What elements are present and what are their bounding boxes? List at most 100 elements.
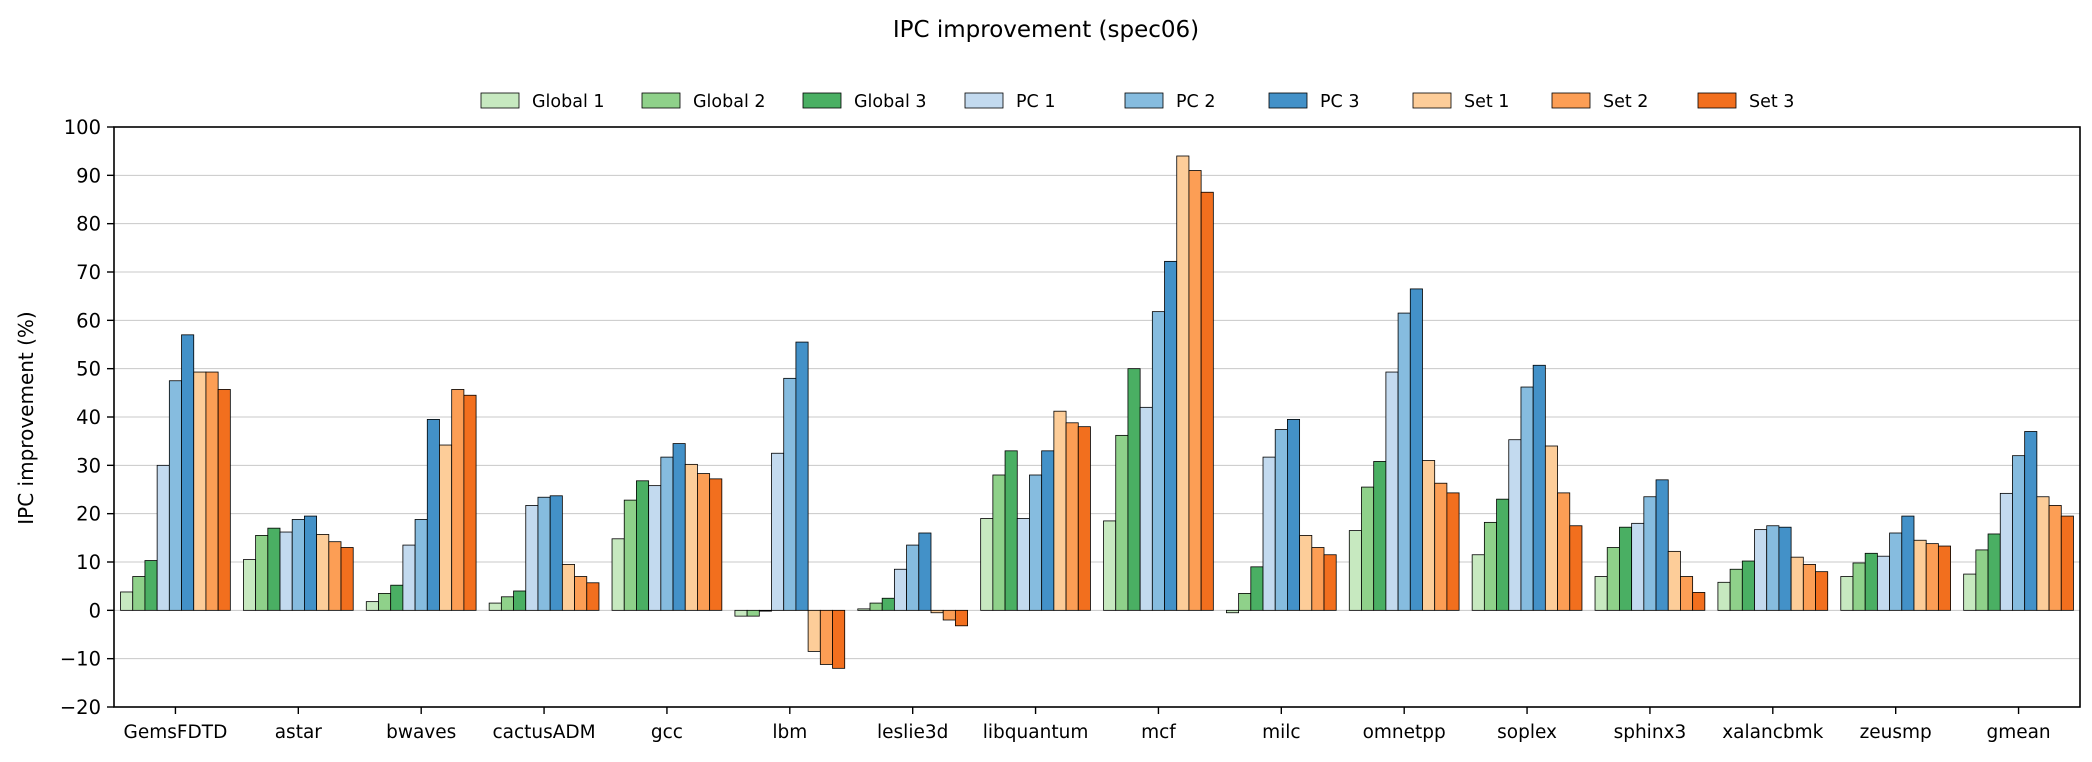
bar xyxy=(1975,549,1989,611)
x-axis-ticks: GemsFDTD astar bwaves cactusADM gcc lbm leslie… xyxy=(124,707,2051,743)
bar xyxy=(1864,552,1878,611)
bar xyxy=(1508,439,1522,611)
bar xyxy=(217,389,231,611)
y-tick-label: 40 xyxy=(76,406,101,429)
bar xyxy=(1348,530,1362,611)
bar xyxy=(1311,547,1325,611)
bar xyxy=(783,377,797,611)
bar xyxy=(672,443,686,611)
bar xyxy=(648,485,662,611)
bar xyxy=(980,518,994,611)
x-tick-label: milc xyxy=(1262,722,1300,743)
bar xyxy=(1532,364,1546,611)
y-tick-label: 0 xyxy=(89,599,101,622)
bar xyxy=(181,334,195,611)
bar xyxy=(2060,515,2074,611)
bar xyxy=(451,389,465,611)
chart-title: IPC improvement (spec06) xyxy=(893,17,1199,43)
legend-swatch xyxy=(480,92,520,109)
legend-label: Set 1 xyxy=(1464,92,1509,112)
bar xyxy=(378,593,392,611)
x-tick-label: astar xyxy=(275,722,323,743)
bar xyxy=(1790,556,1804,611)
bar xyxy=(1717,581,1731,611)
bar xyxy=(1999,492,2013,611)
bar xyxy=(1373,461,1387,611)
x-tick-label: xalancbmk xyxy=(1722,722,1823,743)
bar xyxy=(1029,474,1043,611)
bar xyxy=(2036,496,2050,611)
bar xyxy=(304,515,318,611)
legend-label: PC 3 xyxy=(1320,92,1359,112)
bar xyxy=(1876,555,1890,611)
bar xyxy=(1176,155,1190,611)
x-tick-label: gcc xyxy=(651,722,683,743)
bar xyxy=(365,601,379,611)
y-axis-label: IPC improvement (%) xyxy=(14,311,38,524)
bar xyxy=(869,602,883,611)
bar xyxy=(168,380,182,611)
legend-swatch xyxy=(1268,92,1308,109)
bar xyxy=(1238,593,1252,611)
bar xyxy=(819,609,833,665)
bar xyxy=(1103,520,1117,611)
bar xyxy=(1409,288,1423,611)
bar xyxy=(549,495,563,611)
bar xyxy=(488,602,502,611)
bar xyxy=(1680,576,1694,611)
bar xyxy=(328,541,342,611)
legend-label: Global 3 xyxy=(854,92,927,112)
legend-label: Global 2 xyxy=(693,92,766,112)
bar xyxy=(1361,486,1375,611)
bar xyxy=(893,568,907,611)
bar xyxy=(795,341,809,611)
bar xyxy=(660,456,674,611)
bar xyxy=(463,394,477,611)
bar xyxy=(1631,522,1645,611)
bar xyxy=(402,544,416,611)
bar xyxy=(1766,525,1780,611)
bar xyxy=(1889,532,1903,611)
legend-label: PC 2 xyxy=(1176,92,1215,112)
bar xyxy=(1802,564,1816,611)
bar xyxy=(1569,525,1583,611)
bar xyxy=(1262,456,1276,611)
bar xyxy=(525,505,539,611)
bar xyxy=(2048,505,2062,611)
bar xyxy=(1692,592,1706,611)
bar xyxy=(513,590,527,611)
bar xyxy=(1483,521,1497,611)
bar xyxy=(426,419,440,611)
x-tick-label: lbm xyxy=(772,722,807,743)
bar xyxy=(709,478,723,611)
bar xyxy=(2012,455,2026,611)
bar xyxy=(1643,496,1657,611)
bar xyxy=(930,609,944,614)
y-tick-label: −10 xyxy=(60,648,101,671)
bar xyxy=(1606,547,1620,611)
bar xyxy=(279,531,293,611)
bar xyxy=(857,608,871,611)
bar xyxy=(1250,566,1264,611)
bar xyxy=(1299,535,1313,611)
bar xyxy=(636,480,650,611)
bar xyxy=(414,519,428,611)
bar xyxy=(1496,498,1510,611)
legend-label: Global 1 xyxy=(532,92,605,112)
bar xyxy=(1151,311,1165,611)
bar xyxy=(537,496,551,611)
bar xyxy=(1274,429,1288,611)
bar xyxy=(1741,560,1755,611)
bar xyxy=(623,499,637,611)
y-tick-label: 10 xyxy=(76,551,101,574)
bar xyxy=(1594,576,1608,611)
bar xyxy=(1188,170,1202,611)
bar xyxy=(1200,191,1214,611)
bar xyxy=(1385,371,1399,611)
bar xyxy=(316,534,330,611)
bar xyxy=(1937,545,1951,611)
bar xyxy=(205,371,219,611)
bar xyxy=(1446,492,1460,611)
bar xyxy=(267,527,281,611)
bar xyxy=(439,444,453,611)
